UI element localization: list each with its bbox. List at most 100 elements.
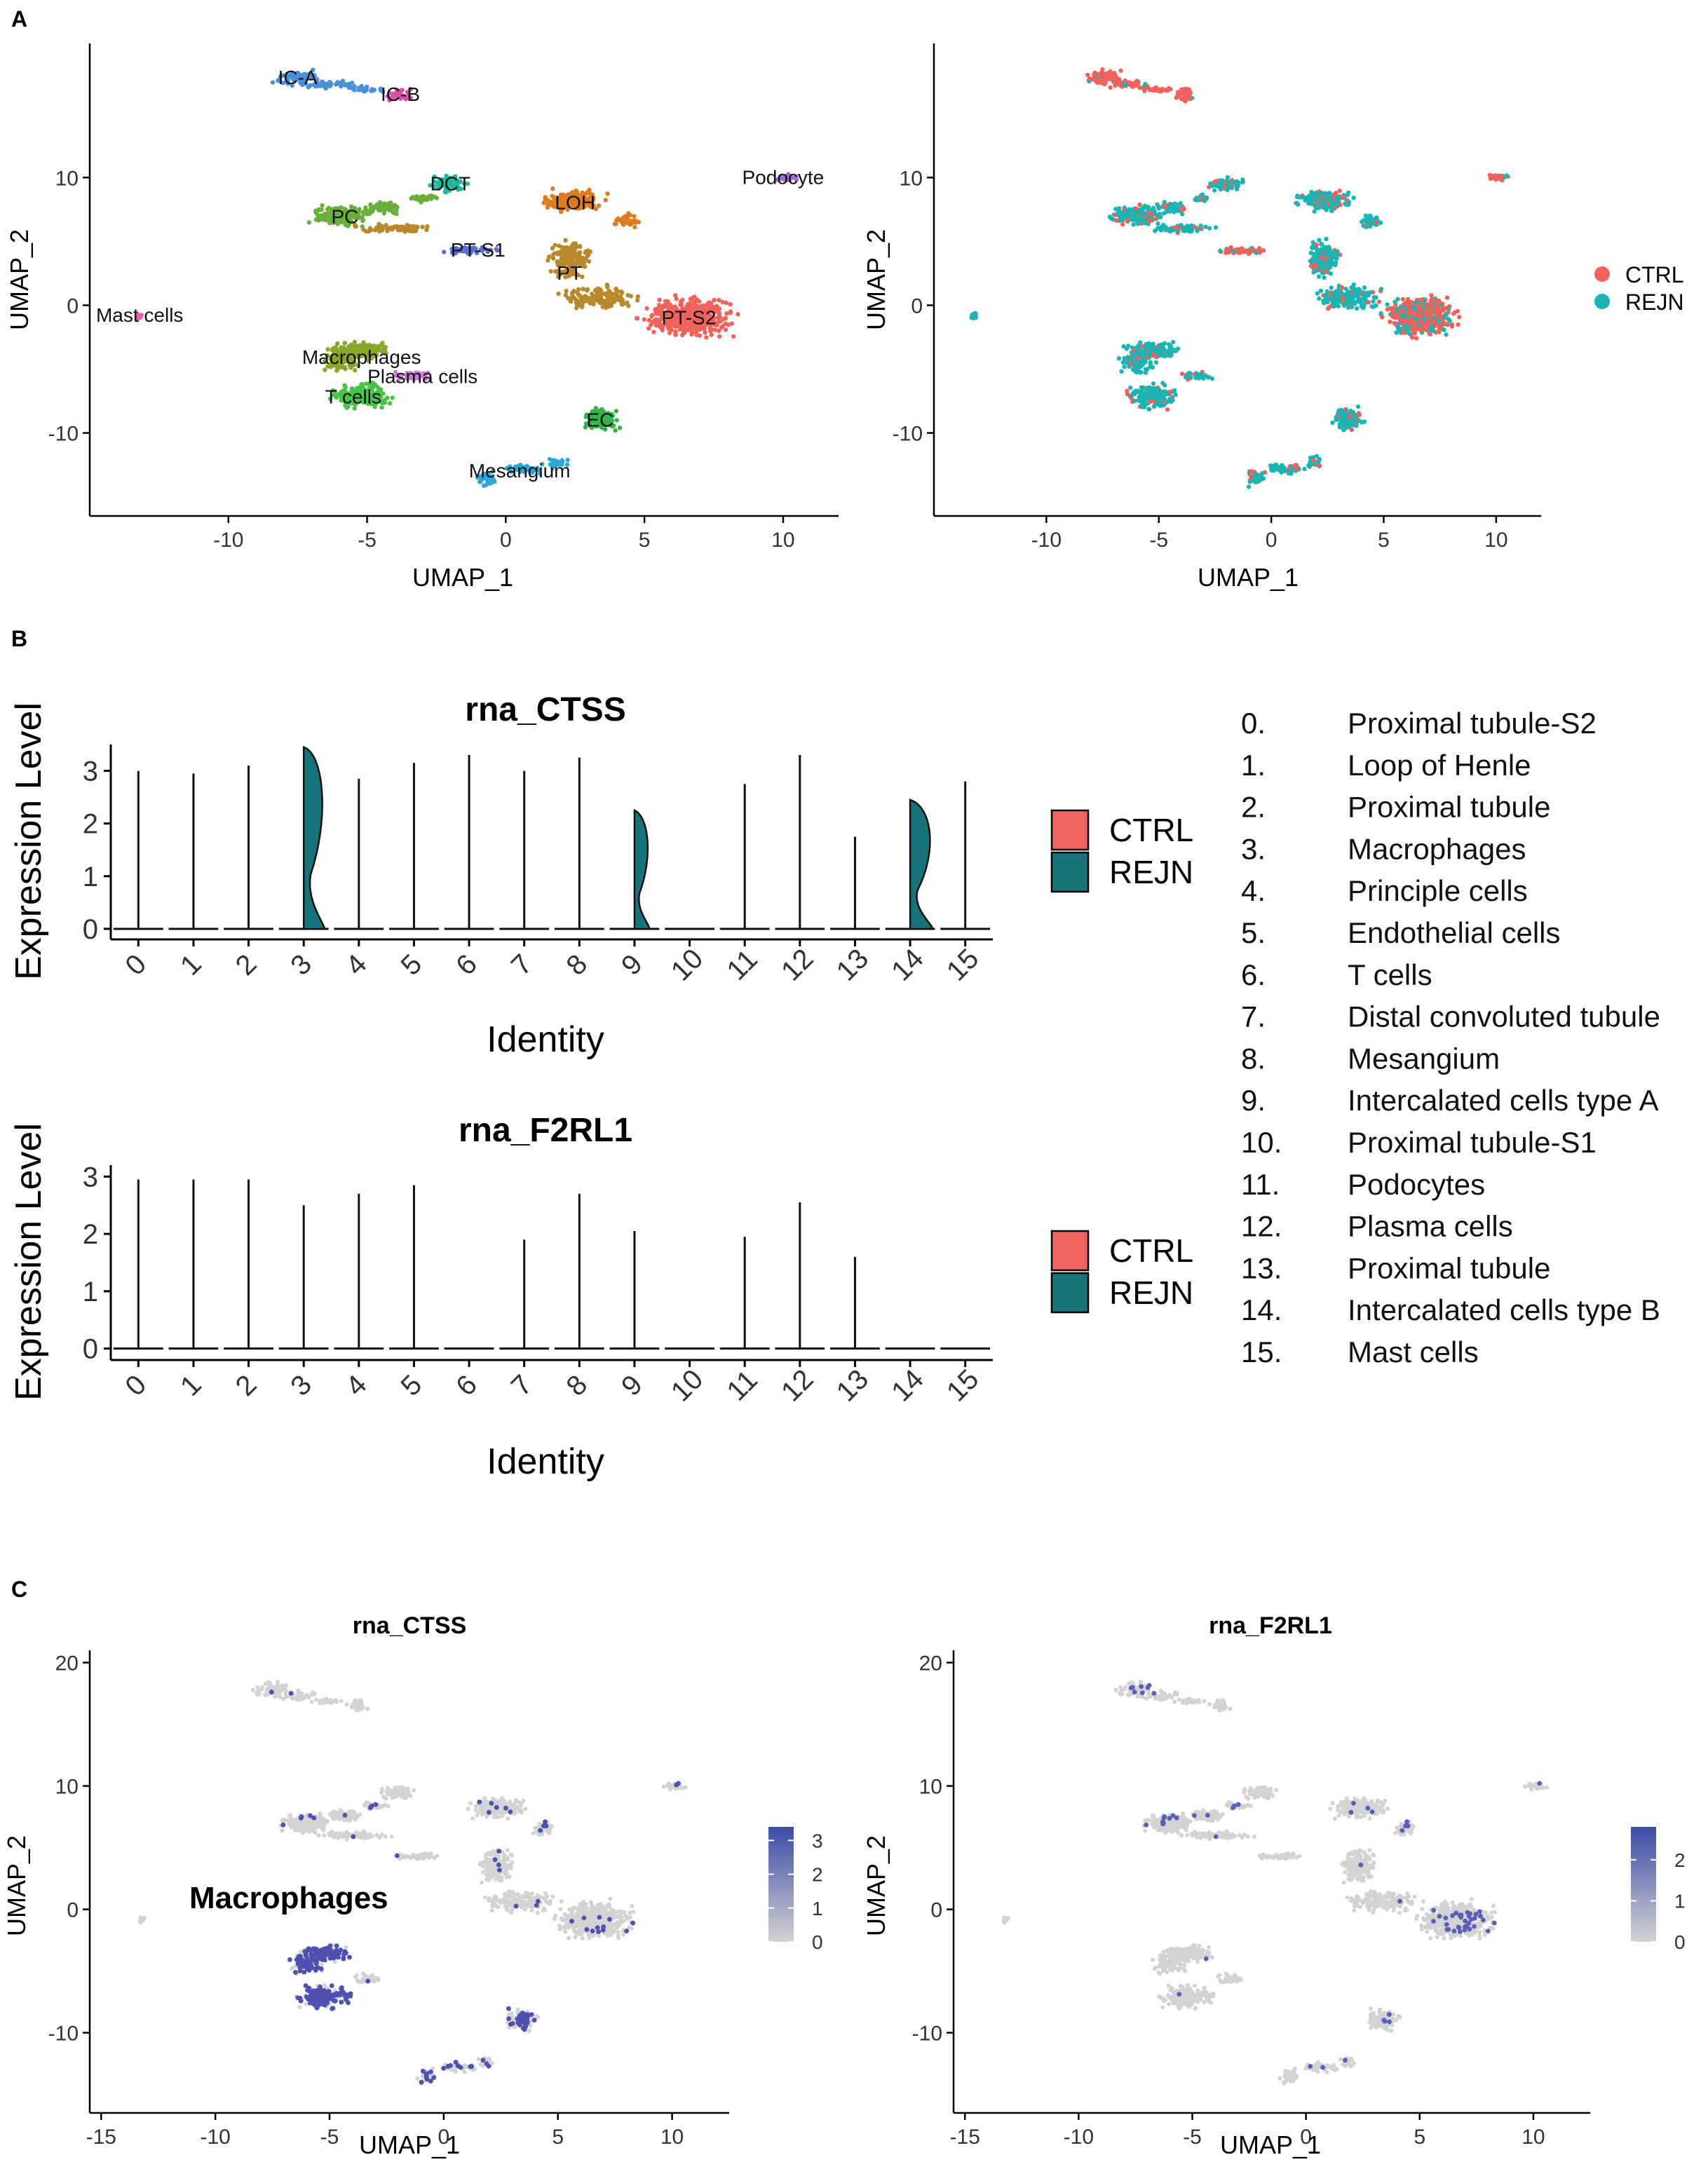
cell-point xyxy=(1155,402,1160,407)
cell-point xyxy=(1136,217,1141,222)
cell-point xyxy=(1137,202,1142,208)
cell-point xyxy=(1333,299,1338,304)
cluster-label: Mast cells xyxy=(96,304,183,326)
cell-point xyxy=(1428,332,1433,336)
cell-point xyxy=(1337,188,1342,193)
cell-point xyxy=(1108,85,1113,90)
cell-point xyxy=(644,306,649,311)
cell-point xyxy=(1378,311,1383,316)
cell-point xyxy=(1151,391,1156,396)
cell-point xyxy=(1371,294,1377,300)
cell-point xyxy=(1330,420,1335,426)
cell-point xyxy=(398,92,403,97)
cell-point xyxy=(1343,202,1349,208)
cell-point xyxy=(443,186,449,191)
cell-point xyxy=(1114,218,1119,223)
cell-point xyxy=(1446,316,1451,322)
cell-point xyxy=(1413,316,1418,321)
cell-point xyxy=(632,224,637,230)
cell-point xyxy=(1316,196,1321,202)
cell-point xyxy=(1346,305,1351,310)
cell-point xyxy=(451,185,456,191)
cell-point xyxy=(1394,330,1399,335)
cell-point xyxy=(1186,94,1191,99)
cell-point xyxy=(1326,245,1331,250)
cell-point xyxy=(350,86,355,91)
cell-point xyxy=(465,181,470,186)
cell-point xyxy=(1212,188,1217,193)
cell-point xyxy=(1400,297,1406,301)
cell-point xyxy=(673,332,678,336)
cell-point xyxy=(1388,306,1393,311)
cell-point xyxy=(381,211,386,216)
cell-point xyxy=(1123,82,1128,87)
cell-point xyxy=(1491,174,1497,179)
cell-point xyxy=(1157,349,1163,354)
cell-point xyxy=(1193,225,1198,230)
cell-point xyxy=(1098,72,1103,76)
cell-point xyxy=(1240,177,1245,182)
cell-point xyxy=(1259,477,1264,482)
cell-point xyxy=(708,328,713,334)
cell-point xyxy=(560,253,566,258)
cell-point xyxy=(372,227,378,233)
cell-point xyxy=(1319,247,1324,252)
cell-point xyxy=(1134,345,1139,350)
cell-point xyxy=(1174,95,1179,100)
cell-point xyxy=(400,88,405,93)
cell-point xyxy=(1319,265,1324,270)
cell-point xyxy=(1311,270,1316,275)
cell-point xyxy=(437,179,442,184)
cell-point xyxy=(1378,287,1384,292)
cell-point xyxy=(270,80,276,85)
cell-point xyxy=(1179,87,1184,93)
cell-point xyxy=(564,288,569,294)
cell-point xyxy=(1139,344,1145,349)
cell-point xyxy=(1165,352,1170,358)
cell-point xyxy=(458,179,463,184)
cell-point xyxy=(1434,308,1439,314)
cell-point xyxy=(408,86,413,92)
cell-point xyxy=(1155,396,1160,401)
cell-point xyxy=(1151,205,1156,210)
cell-point xyxy=(1249,469,1254,474)
cell-point xyxy=(1141,360,1146,365)
cell-point xyxy=(1355,295,1361,301)
cell-point xyxy=(1315,252,1320,257)
cell-point xyxy=(973,313,978,318)
cell-point xyxy=(1371,299,1376,304)
cell-point xyxy=(1173,392,1178,397)
cell-point xyxy=(1413,311,1418,316)
cell-point xyxy=(653,322,659,328)
cluster-label: T cells xyxy=(325,386,381,408)
cell-point xyxy=(1120,360,1126,365)
cell-point xyxy=(1315,291,1320,296)
cell-point xyxy=(1118,68,1123,73)
cell-point xyxy=(1327,191,1332,196)
cell-point xyxy=(1355,306,1360,311)
cell-point xyxy=(1411,329,1416,334)
cell-point xyxy=(323,212,328,218)
cell-point xyxy=(1360,420,1364,425)
cell-point xyxy=(1234,179,1240,184)
cell-point xyxy=(1452,310,1457,315)
cell-point xyxy=(374,205,379,210)
cell-point xyxy=(1369,304,1374,309)
cell-point xyxy=(588,249,592,254)
cell-point xyxy=(1308,264,1314,268)
cell-point xyxy=(1314,454,1320,458)
cell-point xyxy=(1246,484,1252,489)
cell-point xyxy=(280,73,286,78)
cell-point xyxy=(1351,417,1357,423)
cell-point xyxy=(1148,395,1154,400)
cell-point xyxy=(458,186,463,191)
cell-point xyxy=(1374,220,1378,225)
cell-point xyxy=(731,334,736,339)
cell-point xyxy=(280,81,285,86)
cell-point xyxy=(1498,177,1503,182)
cell-point xyxy=(1107,215,1113,219)
cell-point xyxy=(1385,302,1390,307)
cell-point xyxy=(704,335,709,340)
panel-label-c: C xyxy=(11,1577,27,1602)
cell-point xyxy=(667,330,672,336)
